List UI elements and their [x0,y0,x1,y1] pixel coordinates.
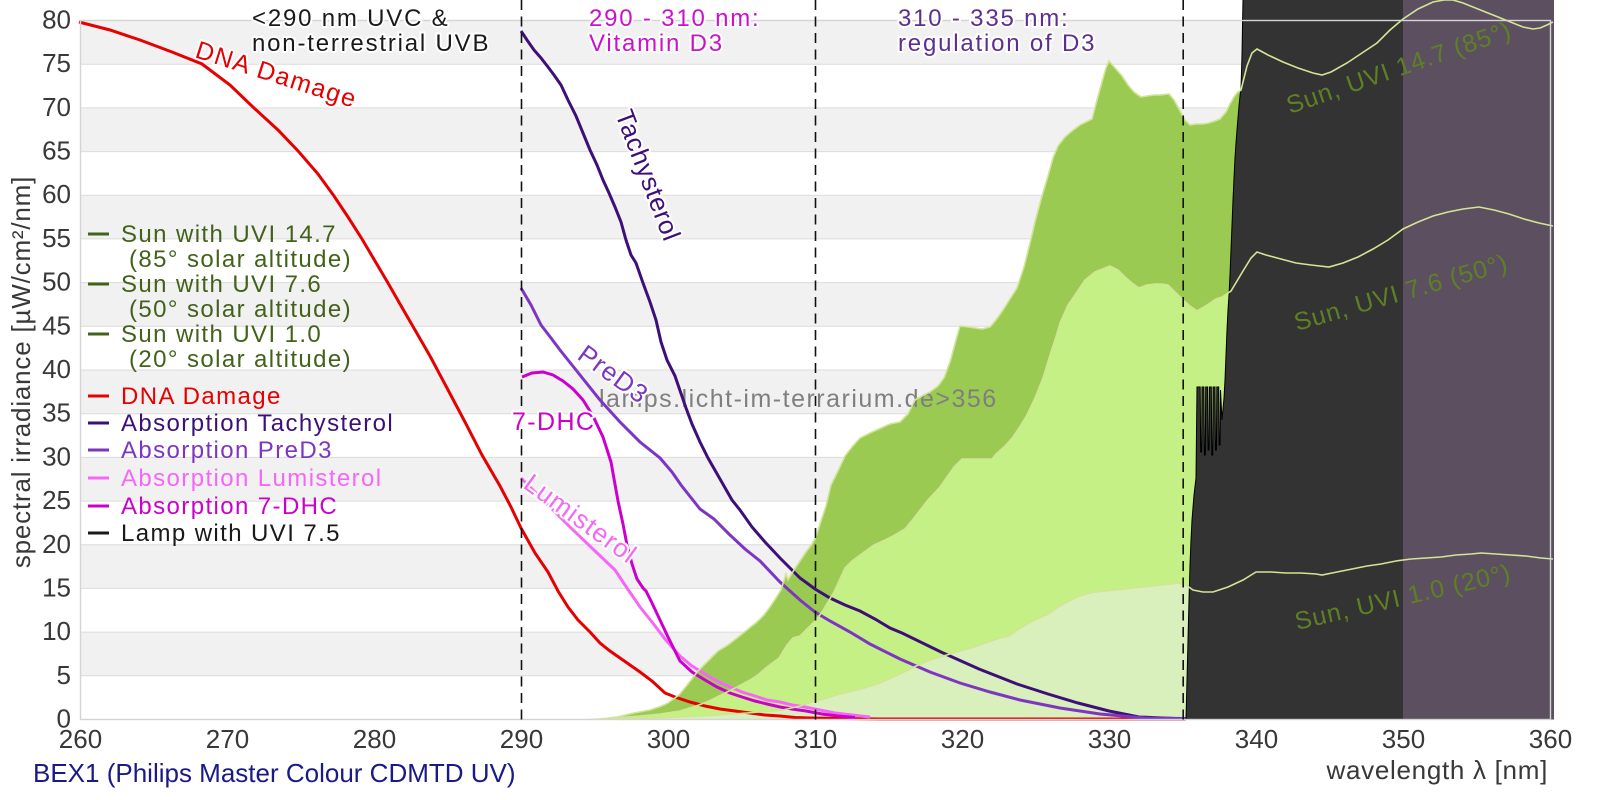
svg-text:320: 320 [941,724,984,754]
svg-text:regulation of D3: regulation of D3 [898,30,1096,57]
svg-text:5: 5 [57,660,71,690]
svg-text:0: 0 [57,704,71,734]
svg-text:(50° solar altitude): (50° solar altitude) [129,296,352,323]
svg-text:80: 80 [42,5,71,35]
svg-text:lamps.licht-im-terrarium.de>35: lamps.licht-im-terrarium.de>356 [599,385,998,413]
svg-text:Absorption PreD3: Absorption PreD3 [121,437,333,464]
svg-text:65: 65 [42,136,71,166]
svg-text:75: 75 [42,48,71,78]
svg-text:Vitamin D3: Vitamin D3 [589,30,724,57]
svg-text:45: 45 [42,310,71,340]
svg-text:20: 20 [42,529,71,559]
svg-text:290: 290 [500,724,543,754]
svg-text:Absorption Lumisterol: Absorption Lumisterol [121,465,383,492]
svg-text:60: 60 [42,179,71,209]
svg-text:Absorption 7-DHC: Absorption 7-DHC [121,493,338,520]
svg-text:non-terrestrial UVB: non-terrestrial UVB [252,30,490,57]
svg-text:25: 25 [42,485,71,515]
svg-text:50: 50 [42,267,71,297]
svg-text:330: 330 [1088,724,1131,754]
svg-text:DNA Damage: DNA Damage [121,383,282,410]
svg-text:30: 30 [42,441,71,471]
svg-text:280: 280 [353,724,396,754]
svg-text:(20° solar altitude): (20° solar altitude) [129,346,352,373]
svg-text:260: 260 [59,724,102,754]
svg-text:Lamp with UVI 7.5: Lamp with UVI 7.5 [121,520,341,547]
svg-text:15: 15 [42,572,71,602]
svg-text:70: 70 [42,92,71,122]
svg-text:<290 nm UVC &: <290 nm UVC & [252,5,449,32]
svg-text:Absorption Tachysterol: Absorption Tachysterol [121,410,394,437]
svg-text:10: 10 [42,616,71,646]
svg-text:Sun with UVI 1.0: Sun with UVI 1.0 [121,321,322,348]
svg-text:35: 35 [42,398,71,428]
svg-text:40: 40 [42,354,71,384]
svg-text:(85° solar altitude): (85° solar altitude) [129,246,352,273]
svg-text:55: 55 [42,223,71,253]
svg-text:340: 340 [1235,724,1278,754]
svg-text:350: 350 [1382,724,1425,754]
svg-text:360: 360 [1529,724,1572,754]
svg-text:BEX1 (Philips Master Colour CD: BEX1 (Philips Master Colour CDMTD UV) [33,758,516,788]
svg-text:7-DHC: 7-DHC [512,408,595,436]
svg-text:310: 310 [794,724,837,754]
svg-text:Sun with UVI 7.6: Sun with UVI 7.6 [121,271,322,298]
svg-text:310 - 335 nm:: 310 - 335 nm: [898,5,1070,32]
svg-text:270: 270 [206,724,249,754]
svg-text:290 - 310 nm:: 290 - 310 nm: [589,5,761,32]
svg-text:wavelength λ [nm]: wavelength λ [nm] [1326,755,1548,785]
svg-text:spectral irradiance [µW/cm²/nm: spectral irradiance [µW/cm²/nm] [6,176,36,568]
svg-text:300: 300 [647,724,690,754]
svg-text:Sun with UVI 14.7: Sun with UVI 14.7 [121,221,337,248]
